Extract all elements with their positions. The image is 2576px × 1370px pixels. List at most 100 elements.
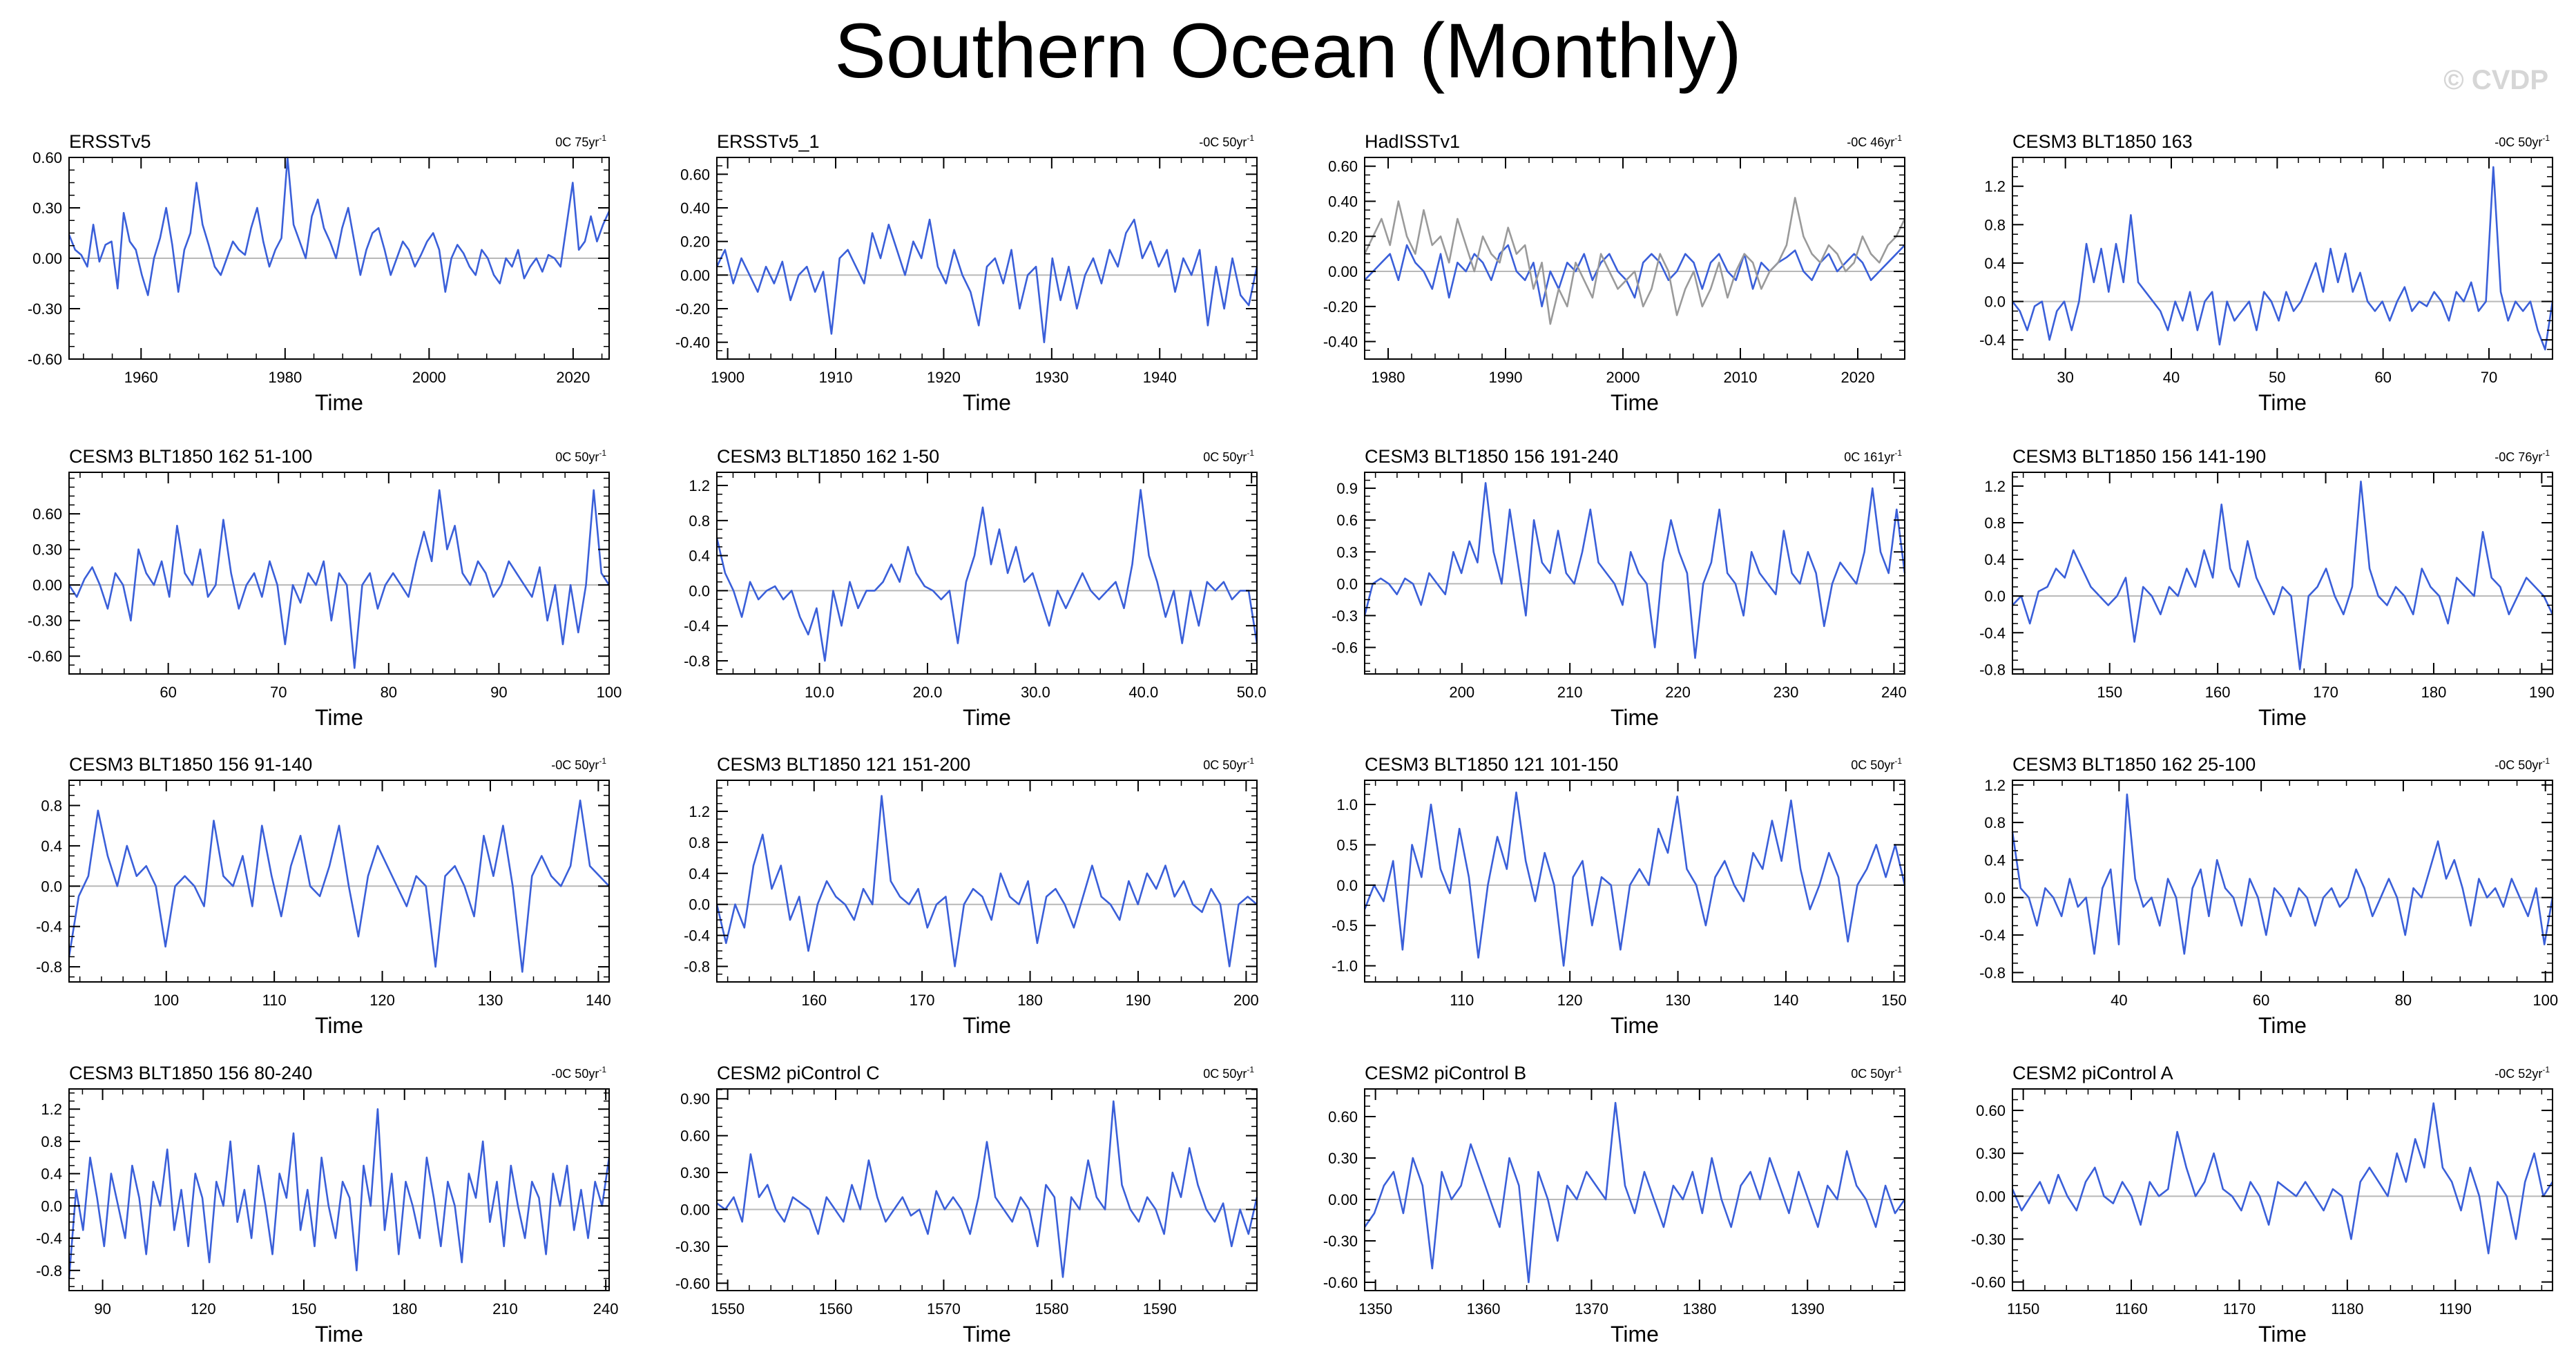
x-tick-label: 130	[478, 992, 503, 1009]
y-tick-label: 0.8	[689, 834, 710, 851]
chart-panel: -1.0 -0.5 0.0 0.5 1.0 110 120 130 140 150 CESM3 BL…	[1332, 754, 1907, 1038]
y-tick-label: 0.00	[1328, 1191, 1358, 1208]
x-tick-label: 1940	[1143, 369, 1177, 386]
x-tick-label: 1350	[1358, 1300, 1392, 1318]
series-line	[2011, 166, 2554, 351]
y-tick-label: -0.60	[28, 351, 62, 368]
x-tick-label: 2000	[1606, 369, 1640, 386]
y-tick-label: 0.8	[41, 1133, 62, 1150]
chart-panel: -0.60 -0.30 0.00 0.30 0.60 60 70 80 90 100 CESM3 B…	[28, 446, 622, 730]
y-tick-label: -0.30	[28, 300, 62, 318]
plot-frame	[716, 157, 1258, 360]
x-tick-label: 220	[1665, 684, 1691, 701]
panel-title: CESM3 BLT1850 162 1-50	[717, 446, 939, 467]
plot-frame	[68, 1088, 610, 1291]
x-tick-label: 140	[586, 992, 611, 1009]
y-tick-label: 0.4	[1984, 851, 2006, 869]
x-tick-label: 180	[2421, 684, 2447, 701]
y-tick-label: 0.60	[1976, 1102, 2006, 1119]
panel-title: CESM3 BLT1850 121 101-150	[1365, 754, 1618, 775]
x-tick-label: 180	[392, 1300, 417, 1318]
y-tick-label: 0.00	[1328, 263, 1358, 280]
y-tick-label: 0.3	[1336, 543, 1358, 561]
panel-title: CESM3 BLT1850 156 141-190	[2012, 446, 2266, 467]
plot-frame	[716, 1088, 1258, 1291]
y-tick-label: 0.30	[32, 200, 62, 217]
x-tick-label: 100	[2532, 992, 2558, 1009]
x-tick-label: 50.0	[1237, 684, 1267, 701]
y-tick-label: 1.2	[689, 477, 710, 494]
y-tick-label: 1.0	[1336, 796, 1358, 813]
y-tick-label: -0.40	[1323, 334, 1358, 351]
series-line	[68, 1108, 611, 1279]
panel-title: CESM3 BLT1850 156 91-140	[69, 754, 312, 775]
x-axis-label: Time	[2258, 390, 2307, 415]
y-tick-label: 1.2	[689, 803, 710, 820]
y-tick-label: 1.2	[1984, 178, 2006, 195]
x-tick-label: 1980	[1372, 369, 1405, 386]
x-tick-label: 1170	[2223, 1300, 2256, 1318]
y-tick-label: 0.0	[1984, 293, 2006, 311]
x-tick-label: 2010	[1724, 369, 1758, 386]
y-tick-label: -0.20	[1323, 298, 1358, 316]
chart-panel: -0.4 0.0 0.4 0.8 1.2 30 40 50 60 70 CESM3 BLT1850 …	[1979, 131, 2554, 415]
y-tick-label: 0.20	[1328, 228, 1358, 245]
x-tick-label: 1190	[2439, 1300, 2472, 1318]
x-tick-label: 140	[1774, 992, 1799, 1009]
x-tick-label: 80	[381, 684, 397, 701]
y-tick-label: 0.60	[1328, 158, 1358, 175]
series-line	[2011, 793, 2554, 955]
y-tick-label: 0.60	[32, 149, 62, 166]
series-line	[715, 795, 1258, 967]
y-tick-label: -0.8	[1979, 964, 2006, 981]
y-tick-label: 0.60	[32, 505, 62, 523]
y-tick-label: 1.2	[1984, 478, 2006, 495]
y-tick-label: 0.60	[1328, 1108, 1358, 1126]
series-line	[716, 1100, 1258, 1278]
x-axis-label: Time	[2258, 1013, 2307, 1038]
x-tick-label: 180	[1017, 992, 1043, 1009]
y-tick-label: 0.00	[1976, 1188, 2006, 1205]
chart-panel: -0.8 -0.4 0.0 0.4 0.8 1.2 150 160 170 180 190 CESM3…	[1979, 446, 2555, 730]
y-tick-label: -0.4	[1979, 927, 2006, 944]
x-tick-label: 1150	[2007, 1300, 2039, 1318]
y-tick-label: 0.8	[1984, 814, 2006, 831]
x-tick-label: 110	[262, 992, 287, 1009]
plot-frame	[1364, 157, 1905, 360]
plot-frame	[2012, 1088, 2553, 1291]
trend-label: 0C 75yr-1	[555, 133, 606, 149]
x-tick-label: 60	[2374, 369, 2391, 386]
y-tick-label: 0.5	[1336, 836, 1358, 853]
trend-label: -0C 50yr-1	[2495, 133, 2550, 149]
x-tick-label: 120	[191, 1300, 216, 1318]
y-tick-label: 0.20	[680, 233, 710, 251]
x-tick-label: 1550	[711, 1300, 744, 1318]
series-line	[715, 489, 1258, 662]
x-tick-label: 2020	[1841, 369, 1875, 386]
chart-panel: -0.60 -0.30 0.00 0.30 0.60 1350 1360 1370 1380 13…	[1323, 1063, 1906, 1347]
x-tick-label: 1390	[1791, 1300, 1825, 1318]
x-axis-label: Time	[315, 390, 363, 415]
panel-title: CESM2 piControl C	[717, 1063, 880, 1083]
x-tick-label: 150	[2097, 684, 2122, 701]
x-tick-label: 190	[1126, 992, 1151, 1009]
trend-label: 0C 50yr-1	[1851, 1065, 1902, 1081]
trend-label: 0C 161yr-1	[1844, 448, 1902, 464]
series-line	[68, 489, 611, 669]
y-tick-label: -0.4	[36, 1230, 62, 1247]
x-tick-label: 150	[291, 1300, 317, 1318]
y-tick-label: 0.60	[680, 1128, 710, 1145]
y-tick-label: -0.8	[1979, 661, 2006, 678]
panel-title: CESM3 BLT1850 162 51-100	[69, 446, 312, 467]
x-tick-label: 90	[94, 1300, 110, 1318]
panel-title: CESM2 piControl B	[1365, 1063, 1526, 1083]
x-tick-label: 1370	[1575, 1300, 1608, 1318]
plot-frame	[1364, 472, 1905, 675]
y-tick-label: 0.0	[689, 582, 710, 599]
y-tick-label: -0.4	[36, 918, 62, 936]
panel-title: ERSSTv5_1	[717, 131, 820, 152]
x-tick-label: 40	[2163, 369, 2180, 386]
x-tick-label: 20.0	[913, 684, 943, 701]
y-tick-label: 0.4	[41, 838, 62, 855]
